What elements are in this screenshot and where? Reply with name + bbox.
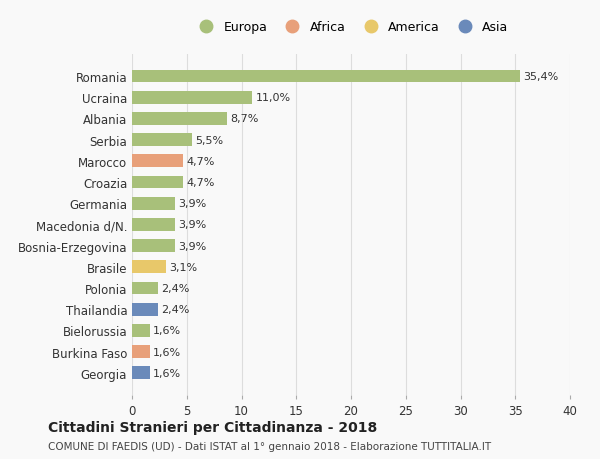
Text: 1,6%: 1,6% xyxy=(153,368,181,378)
Text: 35,4%: 35,4% xyxy=(523,72,558,82)
Bar xyxy=(132,240,175,252)
Text: 1,6%: 1,6% xyxy=(153,347,181,357)
Text: 8,7%: 8,7% xyxy=(230,114,259,124)
Bar xyxy=(132,325,149,337)
Bar xyxy=(132,71,520,83)
Bar xyxy=(132,303,158,316)
Bar xyxy=(132,176,184,189)
Bar xyxy=(132,155,184,168)
Text: 1,6%: 1,6% xyxy=(153,326,181,336)
Text: 3,9%: 3,9% xyxy=(178,199,206,209)
Bar xyxy=(132,134,192,147)
Bar xyxy=(132,367,149,379)
Bar xyxy=(132,113,227,125)
Text: 3,1%: 3,1% xyxy=(169,262,197,272)
Bar xyxy=(132,261,166,274)
Bar xyxy=(132,92,253,104)
Text: 2,4%: 2,4% xyxy=(161,304,190,314)
Bar xyxy=(132,218,175,231)
Text: 3,9%: 3,9% xyxy=(178,241,206,251)
Text: 4,7%: 4,7% xyxy=(187,178,215,188)
Text: COMUNE DI FAEDIS (UD) - Dati ISTAT al 1° gennaio 2018 - Elaborazione TUTTITALIA.: COMUNE DI FAEDIS (UD) - Dati ISTAT al 1°… xyxy=(48,441,491,451)
Text: 4,7%: 4,7% xyxy=(187,157,215,167)
Bar xyxy=(132,282,158,295)
Text: 11,0%: 11,0% xyxy=(256,93,291,103)
Text: 3,9%: 3,9% xyxy=(178,220,206,230)
Bar xyxy=(132,197,175,210)
Text: 5,5%: 5,5% xyxy=(196,135,224,146)
Text: 2,4%: 2,4% xyxy=(161,283,190,293)
Bar xyxy=(132,346,149,358)
Legend: Europa, Africa, America, Asia: Europa, Africa, America, Asia xyxy=(190,17,512,38)
Text: Cittadini Stranieri per Cittadinanza - 2018: Cittadini Stranieri per Cittadinanza - 2… xyxy=(48,420,377,434)
